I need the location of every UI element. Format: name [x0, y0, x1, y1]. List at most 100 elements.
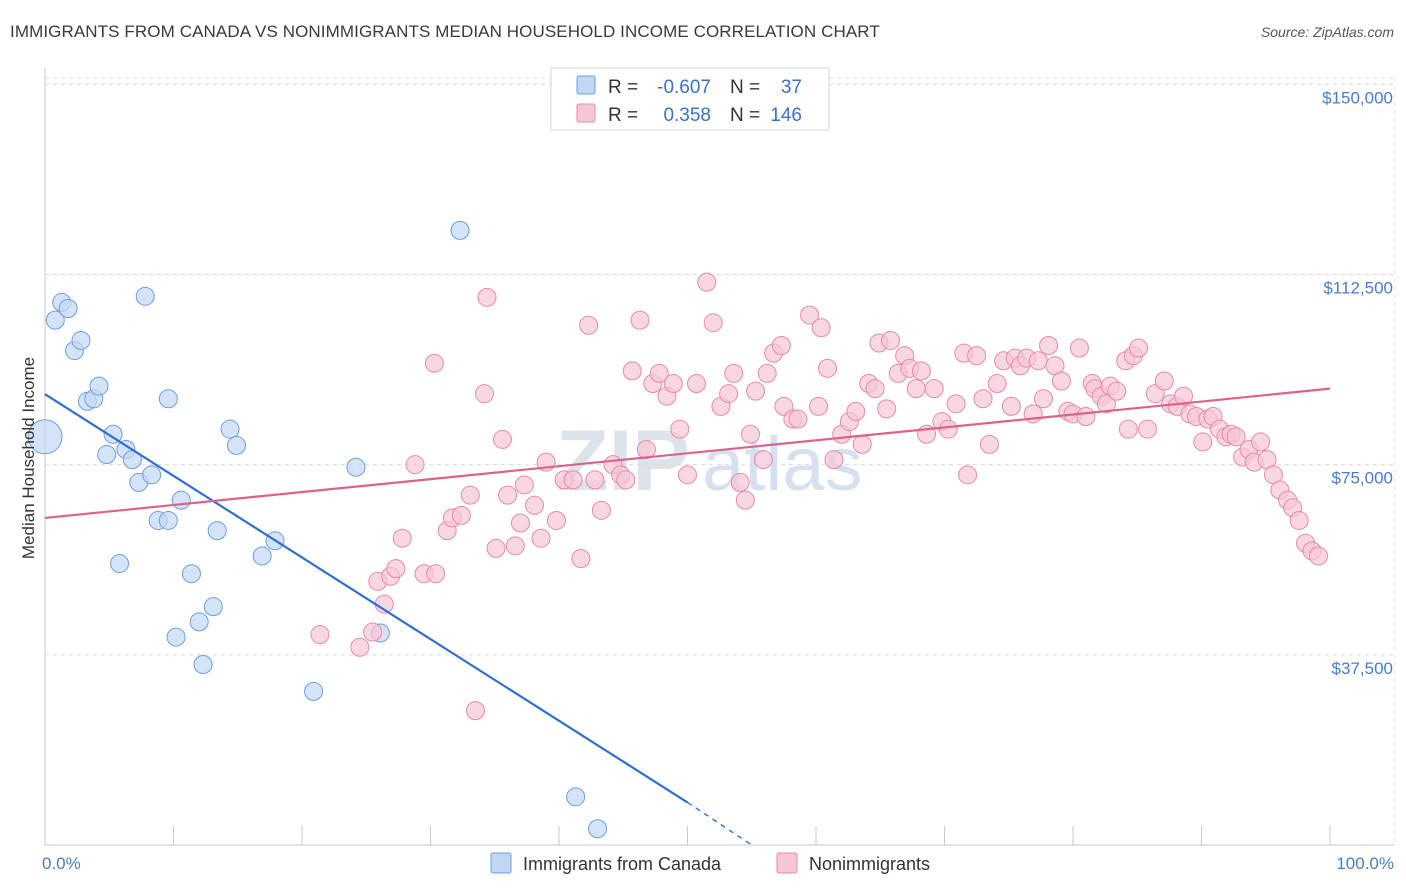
point-nonimmigrants-108 [1076, 407, 1096, 427]
point-nonimmigrants-101 [1033, 389, 1053, 409]
point-immigrants-15 [135, 286, 155, 306]
point-nonimmigrants-11 [424, 353, 444, 373]
bottom-legend-swatch-1 [776, 852, 798, 874]
point-nonimmigrants-114 [1107, 381, 1127, 401]
point-immigrants-32 [346, 457, 366, 477]
point-nonimmigrants-31 [571, 548, 591, 568]
point-immigrants-0 [27, 419, 63, 455]
point-nonimmigrants-52 [724, 363, 744, 383]
point-immigrants-5 [71, 330, 91, 350]
point-nonimmigrants-87 [946, 394, 966, 414]
point-immigrants-22 [189, 612, 209, 632]
point-immigrants-25 [203, 597, 223, 617]
chart-title: IMMIGRANTS FROM CANADA VS NONIMMIGRANTS … [10, 22, 880, 41]
x-tick-label-1: 100.0% [1336, 854, 1394, 873]
legend-r-value-1: 0.358 [663, 105, 711, 126]
point-nonimmigrants-74 [865, 379, 885, 399]
trendlines [44, 387, 1331, 846]
point-immigrants-9 [97, 445, 117, 465]
point-nonimmigrants-33 [585, 470, 605, 490]
point-nonimmigrants-76 [877, 399, 897, 419]
point-nonimmigrants-133 [1226, 427, 1246, 447]
source-label: Source: ZipAtlas.com [1260, 24, 1394, 40]
y-tick-label-2: $112,500 [1323, 279, 1393, 298]
point-nonimmigrants-118 [1129, 338, 1149, 358]
point-nonimmigrants-24 [514, 475, 534, 495]
point-nonimmigrants-100 [1028, 351, 1048, 371]
point-immigrants-26 [207, 521, 227, 541]
point-nonimmigrants-16 [465, 701, 485, 721]
point-nonimmigrants-47 [686, 374, 706, 394]
point-nonimmigrants-17 [474, 384, 494, 404]
point-immigrants-35 [566, 787, 586, 807]
point-nonimmigrants-66 [811, 318, 831, 338]
data-points [27, 220, 1328, 839]
point-nonimmigrants-116 [1118, 419, 1138, 439]
point-nonimmigrants-92 [979, 434, 999, 454]
point-nonimmigrants-124 [1174, 386, 1194, 406]
point-nonimmigrants-102 [1039, 336, 1059, 356]
point-nonimmigrants-86 [938, 419, 958, 439]
point-immigrants-19 [158, 389, 178, 409]
point-nonimmigrants-10 [426, 564, 446, 584]
point-nonimmigrants-58 [757, 363, 777, 383]
bottom-legend-label-1: Nonimmigrants [809, 854, 930, 874]
point-immigrants-11 [110, 554, 130, 574]
watermark-zip: ZIP [556, 413, 690, 509]
legend-n-label-0: N = [730, 77, 760, 98]
point-nonimmigrants-38 [622, 361, 642, 381]
point-nonimmigrants-81 [906, 379, 926, 399]
point-nonimmigrants-42 [649, 363, 669, 383]
point-immigrants-3 [58, 298, 78, 318]
point-nonimmigrants-39 [630, 310, 650, 330]
point-nonimmigrants-91 [973, 389, 993, 409]
legend-r-label-0: R = [608, 77, 638, 98]
point-nonimmigrants-0 [310, 625, 330, 645]
point-nonimmigrants-90 [967, 346, 987, 366]
point-nonimmigrants-44 [663, 374, 683, 394]
point-nonimmigrants-34 [591, 500, 611, 520]
point-nonimmigrants-14 [451, 505, 471, 525]
point-nonimmigrants-18 [477, 287, 497, 307]
point-nonimmigrants-104 [1051, 371, 1071, 391]
point-immigrants-34 [450, 220, 470, 240]
point-nonimmigrants-143 [1289, 510, 1309, 530]
point-nonimmigrants-89 [958, 465, 978, 485]
legend-r-label-1: R = [608, 105, 638, 126]
legend-r-value-0: -0.607 [657, 77, 711, 98]
trendline-nonimmigrants [44, 387, 1331, 520]
point-immigrants-16 [142, 465, 162, 485]
point-nonimmigrants-1 [350, 637, 370, 657]
point-nonimmigrants-56 [746, 381, 766, 401]
legend-n-value-0: 37 [781, 77, 802, 98]
point-nonimmigrants-6 [386, 559, 406, 579]
point-nonimmigrants-119 [1138, 419, 1158, 439]
point-nonimmigrants-121 [1154, 371, 1174, 391]
point-nonimmigrants-146 [1308, 546, 1328, 566]
point-nonimmigrants-63 [788, 409, 808, 429]
point-immigrants-31 [304, 681, 324, 701]
point-immigrants-1 [45, 310, 65, 330]
point-immigrants-36 [588, 819, 608, 839]
bottom-legend: Immigrants from Canada Nonimmigrants [490, 852, 930, 874]
point-nonimmigrants-15 [460, 485, 480, 505]
point-immigrants-20 [171, 490, 191, 510]
point-immigrants-10 [103, 424, 123, 444]
legend-swatch-pink [576, 103, 596, 123]
point-nonimmigrants-67 [818, 358, 838, 378]
point-nonimmigrants-54 [735, 490, 755, 510]
point-nonimmigrants-28 [546, 510, 566, 530]
point-nonimmigrants-19 [486, 538, 506, 558]
point-nonimmigrants-23 [510, 513, 530, 533]
point-nonimmigrants-2 [363, 622, 383, 642]
point-nonimmigrants-84 [924, 379, 944, 399]
point-nonimmigrants-46 [678, 465, 697, 485]
point-nonimmigrants-127 [1193, 432, 1213, 452]
point-nonimmigrants-112 [1096, 394, 1116, 414]
axes [44, 68, 1395, 846]
point-nonimmigrants-60 [771, 336, 791, 356]
point-nonimmigrants-30 [563, 470, 583, 490]
y-tick-label-0: $37,500 [1332, 659, 1393, 678]
point-immigrants-27 [220, 419, 240, 439]
x-tick-label-0: 0.0% [42, 854, 81, 873]
